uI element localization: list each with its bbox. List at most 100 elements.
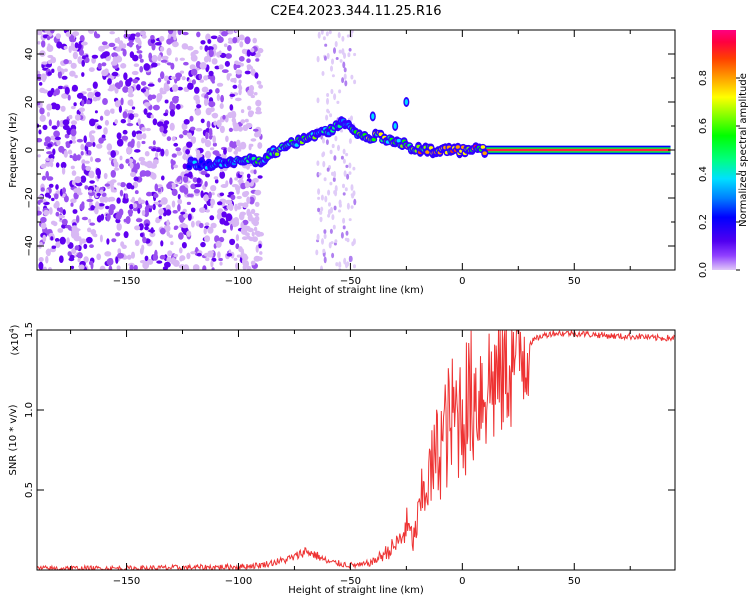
noise-speck (105, 205, 110, 210)
noise-speck (160, 197, 168, 205)
noise-speck (345, 152, 349, 157)
noise-speck (173, 225, 179, 230)
noise-speck (37, 102, 41, 106)
noise-speck (43, 201, 50, 206)
noise-speck (128, 212, 133, 217)
noise-speck (133, 63, 140, 67)
noise-speck (248, 110, 255, 116)
noise-speck (157, 184, 163, 188)
x-tick-label: −100 (225, 276, 252, 287)
noise-speck (73, 188, 80, 193)
noise-speck (73, 153, 77, 158)
noise-speck (333, 205, 337, 211)
noise-speck (219, 218, 226, 225)
noise-speck (214, 179, 219, 184)
noise-speck (316, 160, 320, 166)
noise-speck (213, 176, 219, 180)
noise-speck (129, 264, 134, 270)
track-blob-core (480, 145, 486, 149)
y-tick-label: 0 (24, 147, 35, 153)
noise-speck (131, 106, 136, 110)
noise-speck (54, 193, 59, 200)
noise-speck (61, 224, 67, 229)
noise-speck (320, 194, 324, 201)
noise-speck (114, 119, 118, 125)
noise-speck (48, 207, 53, 215)
noise-speck (229, 93, 236, 97)
noise-speck (246, 196, 251, 204)
noise-speck (172, 84, 179, 92)
noise-speck (204, 45, 209, 52)
noise-speck (210, 35, 218, 40)
noise-speck (203, 194, 209, 202)
noise-speck (120, 119, 127, 124)
noise-speck (166, 182, 173, 190)
noise-speck (152, 159, 159, 165)
noise-speck (350, 193, 354, 197)
noise-speck (38, 194, 44, 200)
y-tick-label: 40 (24, 48, 35, 61)
noise-speck (95, 201, 100, 209)
noise-speck (77, 257, 81, 263)
noise-speck (259, 251, 263, 255)
noise-speck (173, 35, 177, 41)
y-tick-label: −20 (24, 187, 35, 208)
noise-speck (78, 107, 85, 112)
track-blob-core (482, 151, 487, 155)
noise-speck (346, 34, 350, 38)
noise-speck (78, 264, 85, 270)
noise-speck (236, 195, 242, 200)
spectrogram-noise (37, 30, 357, 270)
noise-speck (172, 210, 178, 214)
snr-y-axis-label: SNR (10 * v/v) (8, 404, 19, 475)
noise-speck (322, 36, 326, 41)
noise-speck (51, 245, 57, 249)
noise-speck (40, 187, 45, 192)
noise-speck (88, 189, 93, 193)
noise-speck (73, 102, 77, 107)
noise-speck (251, 236, 258, 243)
noise-speck (208, 191, 212, 199)
noise-speck (37, 138, 43, 143)
noise-speck (106, 143, 113, 151)
noise-speck (48, 267, 52, 270)
noise-speck (187, 45, 194, 51)
noise-speck (46, 103, 53, 111)
noise-speck (333, 170, 337, 178)
noise-speck (61, 93, 69, 99)
noise-speck (151, 147, 157, 152)
noise-speck (125, 79, 132, 87)
noise-speck (138, 53, 143, 60)
noise-speck (326, 97, 329, 105)
noise-speck (80, 143, 85, 151)
noise-speck (70, 265, 75, 270)
noise-speck (170, 257, 177, 265)
noise-speck (110, 108, 115, 114)
noise-speck (200, 190, 204, 198)
noise-speck (108, 265, 113, 270)
noise-speck (136, 50, 143, 54)
noise-speck (37, 41, 41, 45)
noise-speck (221, 153, 227, 159)
noise-speck (133, 176, 139, 182)
noise-speck (135, 218, 143, 223)
noise-speck (218, 236, 225, 243)
noise-speck (120, 63, 127, 69)
noise-speck (178, 134, 184, 139)
noise-speck (103, 127, 108, 135)
noise-speck (97, 62, 102, 70)
noise-speck (244, 260, 250, 268)
noise-speck (326, 167, 330, 172)
noise-speck (239, 41, 244, 48)
noise-speck (108, 42, 116, 48)
colorbar: 0.0 0.2 0.4 0.6 0.8 Normalized spectral ampl… (698, 30, 749, 278)
noise-speck (141, 140, 146, 145)
noise-speck (187, 82, 192, 87)
noise-speck (139, 30, 147, 36)
noise-speck (218, 64, 224, 70)
noise-speck (199, 222, 204, 229)
noise-speck (228, 37, 233, 42)
noise-speck (101, 41, 108, 46)
noise-speck (217, 251, 221, 259)
noise-speck (176, 151, 183, 156)
